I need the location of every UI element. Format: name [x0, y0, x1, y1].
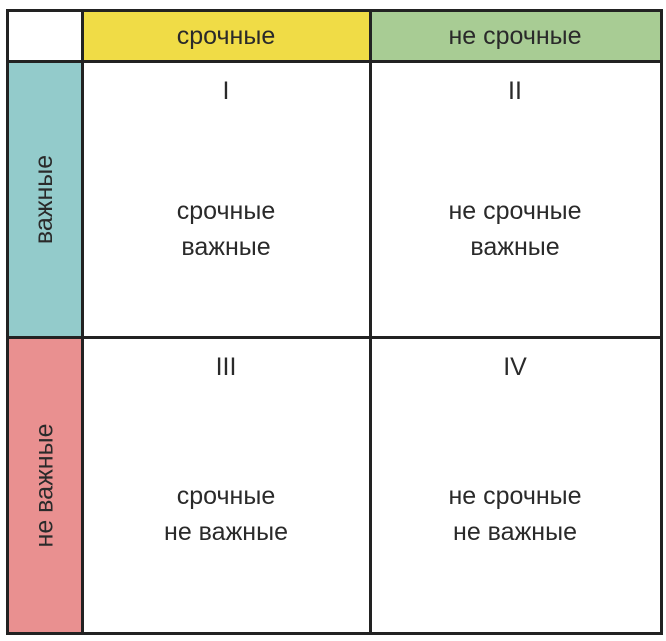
quadrant-line1: срочные — [176, 482, 276, 510]
quadrant-line2: не важные — [453, 518, 577, 546]
grid-line — [660, 9, 663, 635]
column-header-label: срочные — [176, 21, 276, 50]
grid-line — [6, 60, 663, 63]
quadrant-line2: важные — [470, 233, 560, 261]
quadrant-line2: важные — [181, 233, 271, 261]
column-header-label: не срочные — [448, 21, 582, 50]
row-header-not-important: не важные — [8, 337, 82, 633]
quadrant-line1: не срочные — [448, 482, 582, 510]
quadrant-number: I — [222, 77, 230, 105]
column-header-urgent: срочные — [82, 11, 370, 61]
quadrant-number: III — [215, 353, 237, 381]
grid-line — [6, 336, 663, 339]
column-header-not-urgent: не срочные — [370, 11, 660, 61]
quadrant-line1: не срочные — [448, 197, 582, 225]
grid-line — [6, 9, 9, 635]
corner-cell — [8, 11, 82, 61]
grid-line — [81, 9, 84, 635]
quadrant-2: II не срочные важные — [370, 61, 660, 337]
quadrant-number: IV — [503, 353, 527, 381]
quadrant-1: I срочные важные — [82, 61, 370, 337]
quadrant-4: IV не срочные не важные — [370, 337, 660, 633]
grid-line — [369, 9, 372, 635]
row-header-label: не важные — [30, 423, 59, 547]
grid-line — [6, 632, 663, 635]
quadrant-line2: не важные — [164, 518, 288, 546]
grid-line — [6, 9, 663, 12]
quadrant-3: III срочные не важные — [82, 337, 370, 633]
quadrant-line1: срочные — [176, 197, 276, 225]
quadrant-number: II — [508, 77, 522, 105]
row-header-important: важные — [8, 61, 82, 337]
row-header-label: важные — [30, 154, 59, 244]
